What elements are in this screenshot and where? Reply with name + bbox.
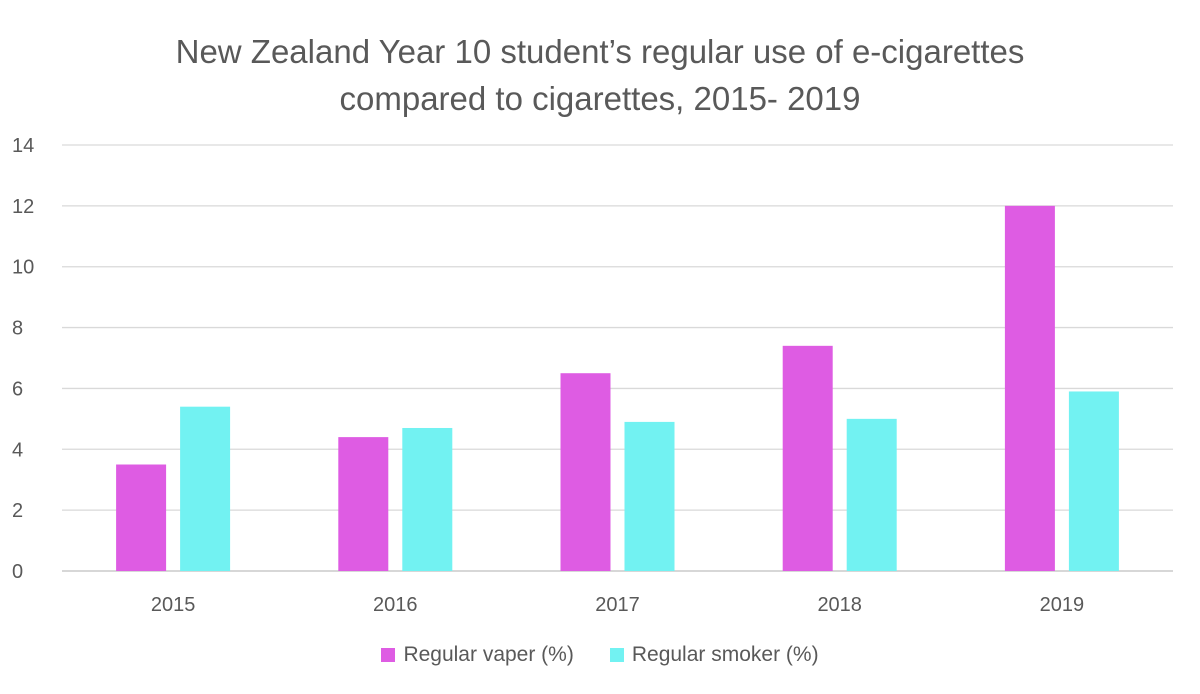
x-tick-label: 2016 bbox=[373, 594, 418, 616]
y-axis-tick-labels: 0 2 4 6 8 10 12 14 bbox=[12, 135, 34, 583]
x-tick-label: 2015 bbox=[151, 594, 196, 616]
bar-smoker-2016 bbox=[402, 427, 453, 571]
y-tick-label: 0 bbox=[12, 561, 23, 583]
x-tick-label: 2018 bbox=[817, 594, 862, 616]
x-tick-label: 2017 bbox=[595, 594, 640, 616]
bar-vaper-2019 bbox=[1004, 205, 1055, 571]
bars bbox=[116, 205, 1119, 571]
bar-vaper-2018 bbox=[782, 345, 833, 571]
y-tick-label: 8 bbox=[12, 318, 23, 340]
bar-vaper-2016 bbox=[338, 437, 389, 571]
x-axis-tick-labels: 2015 2016 2017 2018 2019 bbox=[151, 594, 1084, 616]
y-tick-label: 4 bbox=[12, 439, 23, 461]
y-tick-label: 12 bbox=[12, 196, 34, 218]
bar-smoker-2017 bbox=[624, 421, 675, 571]
y-tick-label: 10 bbox=[12, 257, 34, 279]
legend-swatch-smoker bbox=[609, 648, 624, 662]
gridlines bbox=[62, 144, 1173, 572]
chart-title-line-2: compared to cigarettes, 2015- 2019 bbox=[339, 80, 861, 117]
chart-title-line-1: New Zealand Year 10 student’s regular us… bbox=[175, 33, 1025, 70]
bar-vaper-2017 bbox=[560, 373, 611, 571]
bar-smoker-2018 bbox=[846, 418, 897, 571]
legend-item-smoker: Regular smoker (%) bbox=[609, 643, 819, 667]
legend: Regular vaper (%) Regular smoker (%) bbox=[0, 643, 1200, 667]
y-tick-label: 6 bbox=[12, 378, 23, 400]
bar-smoker-2015 bbox=[180, 406, 231, 571]
legend-swatch-vaper bbox=[381, 648, 396, 662]
chart-title: New Zealand Year 10 student’s regular us… bbox=[0, 28, 1200, 122]
legend-item-vaper: Regular vaper (%) bbox=[381, 643, 574, 667]
bar-vaper-2015 bbox=[116, 464, 167, 571]
bar-smoker-2019 bbox=[1068, 391, 1119, 571]
legend-label-smoker: Regular smoker (%) bbox=[631, 643, 819, 666]
x-tick-label: 2019 bbox=[1040, 594, 1085, 616]
y-tick-label: 14 bbox=[12, 135, 34, 157]
legend-label-vaper: Regular vaper (%) bbox=[403, 643, 574, 666]
y-tick-label: 2 bbox=[12, 500, 23, 522]
